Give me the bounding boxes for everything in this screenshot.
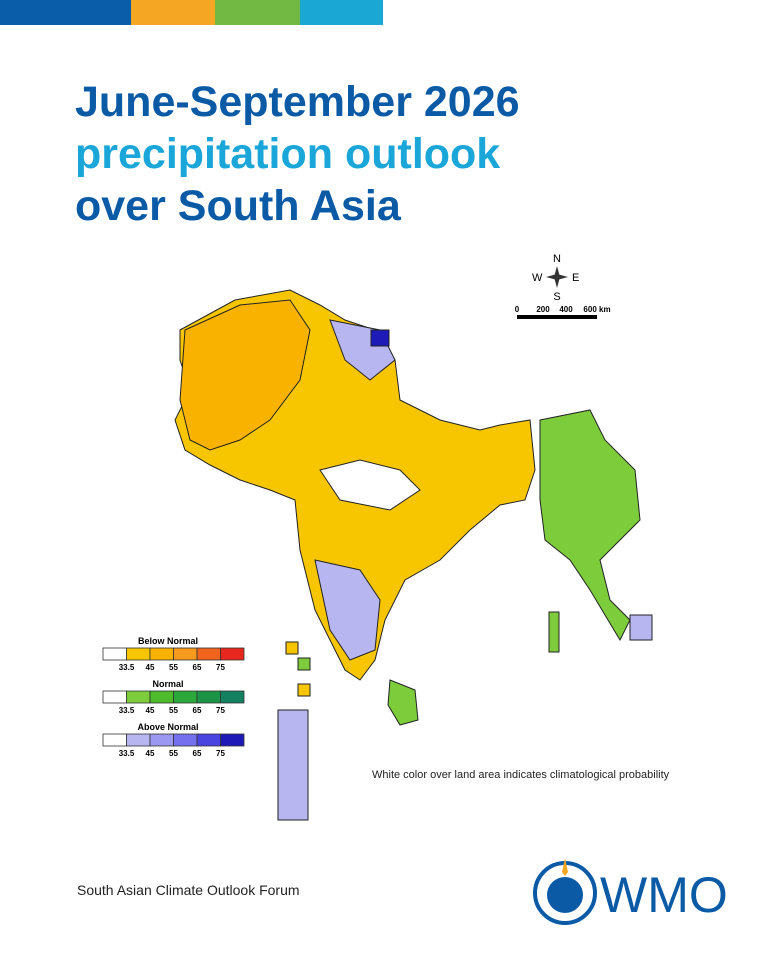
compass-e: E bbox=[572, 272, 579, 284]
legend-box bbox=[173, 647, 198, 661]
legend-box bbox=[220, 647, 245, 661]
legend-box bbox=[126, 690, 151, 704]
footer-forum: South Asian Climate Outlook Forum bbox=[77, 882, 300, 898]
title-line: precipitation outlook bbox=[75, 130, 500, 178]
compass: N S E W bbox=[532, 253, 579, 303]
compass-w: W bbox=[532, 272, 543, 284]
legend-box bbox=[102, 647, 127, 661]
legend: Below Normal 33.5 45 55 65 75 Normal 33.5 45 55 65… bbox=[102, 636, 245, 758]
legend-box bbox=[196, 647, 221, 661]
legend-title: Normal bbox=[152, 679, 183, 689]
compass-s: S bbox=[553, 291, 560, 303]
legend-box bbox=[220, 733, 245, 747]
legend-label: 65 bbox=[193, 749, 202, 758]
legend-label: 75 bbox=[216, 706, 225, 715]
legend-label: 75 bbox=[216, 663, 225, 672]
title-line: over South Asia bbox=[75, 182, 402, 230]
legend-box bbox=[149, 733, 174, 747]
legend-box bbox=[126, 647, 151, 661]
legend-label: 55 bbox=[169, 749, 178, 758]
title-line: June-September 2026 bbox=[75, 78, 520, 126]
legend-label: 33.5 bbox=[119, 706, 135, 715]
wmo-emblem bbox=[533, 858, 597, 925]
legend-label: 55 bbox=[169, 663, 178, 672]
bar-cyan bbox=[300, 0, 383, 25]
legend-title: Below Normal bbox=[138, 636, 198, 646]
legend-box bbox=[173, 733, 198, 747]
legend-box bbox=[149, 690, 174, 704]
legend-box bbox=[102, 733, 127, 747]
legend-box bbox=[196, 733, 221, 747]
scale-label: 0 bbox=[515, 305, 520, 314]
scale-label: 600 km bbox=[583, 305, 610, 314]
legend-label: 33.5 bbox=[119, 663, 135, 672]
scale-bar: 0 200 400 600 km bbox=[515, 305, 611, 319]
legend-label: 65 bbox=[193, 663, 202, 672]
compass-n: N bbox=[553, 253, 561, 265]
logo-text: WMO bbox=[600, 867, 728, 923]
legend-label: 45 bbox=[146, 706, 155, 715]
legend-label: 33.5 bbox=[119, 749, 135, 758]
legend-box bbox=[126, 733, 151, 747]
legend-label: 75 bbox=[216, 749, 225, 758]
legend-label: 45 bbox=[146, 663, 155, 672]
legend-label: 65 bbox=[193, 706, 202, 715]
legend-title: Above Normal bbox=[137, 722, 198, 732]
scale-label: 400 bbox=[559, 305, 573, 314]
legend-box bbox=[173, 690, 198, 704]
bar-blue bbox=[0, 0, 131, 25]
legend-box bbox=[196, 690, 221, 704]
note: White color over land area indicates cli… bbox=[372, 769, 670, 781]
bar-orange bbox=[131, 0, 215, 25]
legend-label: 45 bbox=[146, 749, 155, 758]
map bbox=[174, 289, 653, 821]
legend-box bbox=[220, 690, 245, 704]
legend-box bbox=[149, 647, 174, 661]
legend-box bbox=[102, 690, 127, 704]
legend-label: 55 bbox=[169, 706, 178, 715]
scale-label: 200 bbox=[536, 305, 550, 314]
bar-green bbox=[215, 0, 300, 25]
